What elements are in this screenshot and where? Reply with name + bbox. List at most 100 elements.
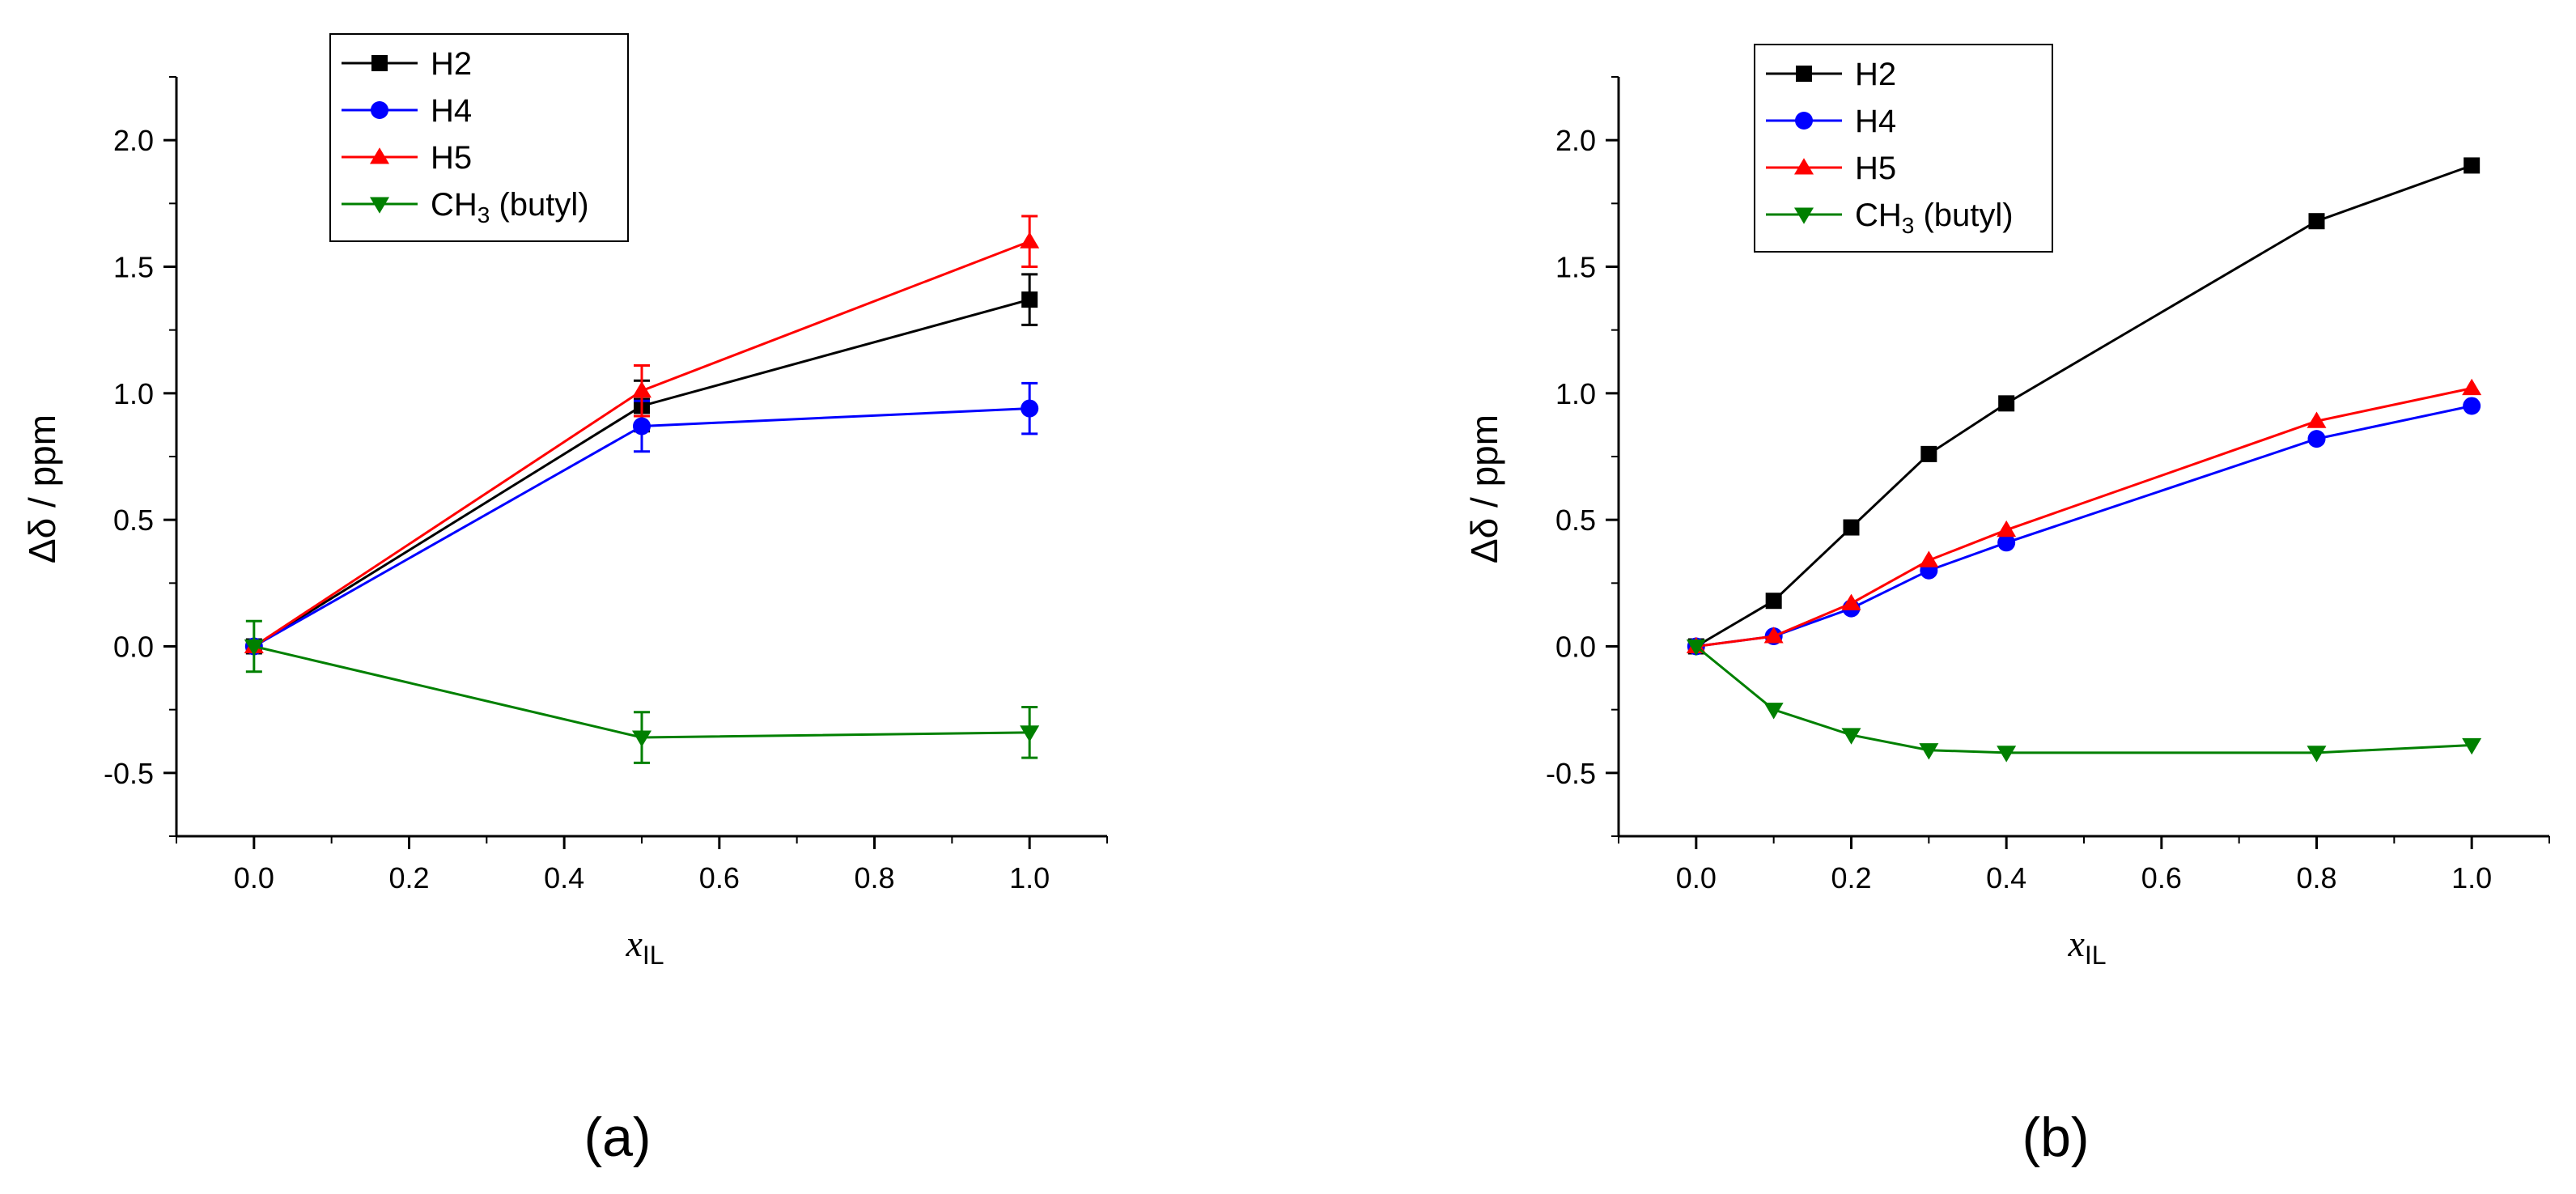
x-tick-label: 0.2 (388, 861, 429, 894)
legend-marker (1796, 66, 1812, 82)
panel-a-chart: 0.0 0.2 0.4 0.6 0.8 1.0 -0.5 0.0 0.5 1.0 1.5 2.0 Δδ … (21, 33, 1108, 970)
legend-marker (1795, 112, 1813, 130)
legend-marker (371, 55, 388, 71)
legend-marker (370, 197, 389, 214)
y-tick-label: 0.5 (113, 504, 154, 537)
data-point (1919, 743, 1939, 760)
data-point (1765, 593, 1782, 610)
legend-label-main: CH (431, 187, 477, 223)
x-tick-label: 0.8 (2296, 861, 2336, 894)
series-h5 (244, 215, 1040, 654)
legend-label-main: H4 (431, 93, 472, 129)
data-point (632, 730, 651, 747)
legend-label-main: H2 (1855, 57, 1896, 92)
y-tick-label: 2.0 (113, 124, 154, 157)
legend-label: H4 (431, 93, 472, 129)
legend: H2 H4 H5 CH3 (butyl) (329, 33, 629, 242)
legend-marker (1794, 207, 1814, 224)
x-tick-label: 0.0 (234, 861, 274, 894)
panel-b-chart: 0.0 0.2 0.4 0.6 0.8 1.0 -0.5 0.0 0.5 1.0 1.5 2.0 Δδ … (1463, 44, 2550, 970)
legend-label-subscript: 3 (477, 202, 490, 227)
y-axis-title: Δδ / ppm (21, 414, 63, 563)
data-point (1763, 703, 1784, 720)
x-axis-title-subscript: IL (2085, 941, 2107, 970)
data-point (1997, 520, 2017, 538)
y-tick-label: 0.5 (1555, 504, 1596, 537)
y-axis-title: Δδ / ppm (1463, 414, 1505, 563)
series-ch3-butyl- (1686, 639, 2482, 763)
x-tick-label: 0.4 (544, 861, 584, 894)
data-point (1843, 519, 1860, 536)
panel-label-b: (b) (2022, 1107, 2089, 1168)
y-tick-label: 1.5 (1555, 251, 1596, 284)
legend-label-tail: (butyl) (490, 187, 588, 223)
series-line (1695, 645, 2472, 754)
legend-label-main: CH (1855, 198, 1902, 233)
series-h2 (245, 273, 1038, 655)
x-axis-title: xIL (2067, 923, 2106, 970)
legend-marker (1794, 158, 1814, 175)
legend-label: H2 (1855, 57, 1896, 92)
x-tick-label: 0.8 (854, 861, 894, 894)
legend-marker (371, 101, 388, 119)
data-point (633, 417, 651, 436)
x-tick-label: 1.0 (1009, 861, 1050, 894)
x-axis-title-main: x (2067, 923, 2085, 964)
series-h4 (244, 381, 1039, 656)
x-tick-label: 0.6 (699, 861, 740, 894)
legend-label: CH3 (butyl) (1855, 198, 2014, 238)
data-point (1997, 746, 2017, 763)
series-line (253, 298, 1030, 648)
series-h4 (1687, 397, 2481, 656)
legend-label: CH3 (butyl) (431, 187, 589, 227)
data-point (1997, 533, 2016, 552)
data-point (2463, 397, 2481, 415)
y-tick-label: 1.0 (113, 377, 154, 410)
data-point (2462, 737, 2482, 755)
data-point (1763, 627, 1784, 644)
legend-label-subscript: 3 (1902, 213, 1915, 238)
legend-label-main: H2 (431, 46, 472, 82)
y-tick-label: -0.5 (1546, 757, 1596, 790)
legend-label-main: H5 (1855, 151, 1896, 186)
data-point (1920, 445, 1937, 462)
legend-label-main: H5 (431, 140, 472, 176)
data-point (1841, 728, 1861, 745)
series-line (1695, 404, 2472, 648)
legend-label: H5 (1855, 151, 1896, 186)
legend-label-tail: (butyl) (1914, 198, 2013, 233)
y-tick-label: 1.0 (1555, 377, 1596, 410)
data-point (2307, 746, 2327, 763)
legend-label: H5 (431, 140, 472, 176)
data-point (1020, 232, 1040, 249)
x-axis-title: xIL (625, 923, 664, 970)
legend-label: H2 (431, 46, 472, 82)
data-point (1919, 550, 1939, 567)
legend-label: H4 (1855, 104, 1896, 139)
x-tick-label: 1.0 (2451, 861, 2492, 894)
y-tick-label: 0.0 (113, 631, 154, 664)
data-point (1021, 291, 1038, 308)
y-tick-label: 1.5 (113, 251, 154, 284)
panel-label-a: (a) (584, 1107, 651, 1168)
data-point (2307, 430, 2326, 448)
data-point (2308, 213, 2325, 230)
x-tick-label: 0.0 (1676, 861, 1717, 894)
data-point (632, 380, 651, 398)
x-tick-label: 0.4 (1986, 861, 2026, 894)
data-point (1686, 639, 1706, 656)
x-tick-label: 0.2 (1831, 861, 1871, 894)
data-point (1020, 725, 1040, 742)
data-point (2307, 411, 2327, 428)
data-point (1841, 593, 1861, 610)
x-tick-label: 0.6 (2141, 861, 2182, 894)
data-point (1021, 399, 1039, 418)
data-point (1998, 395, 2015, 412)
y-tick-label: 0.0 (1555, 631, 1596, 664)
series-ch3-butyl- (244, 619, 1040, 764)
y-tick-label: -0.5 (104, 757, 154, 790)
legend: H2 H4 H5 CH3 (butyl) (1754, 44, 2053, 253)
data-point (2462, 378, 2482, 396)
x-axis-title-main: x (625, 923, 643, 964)
